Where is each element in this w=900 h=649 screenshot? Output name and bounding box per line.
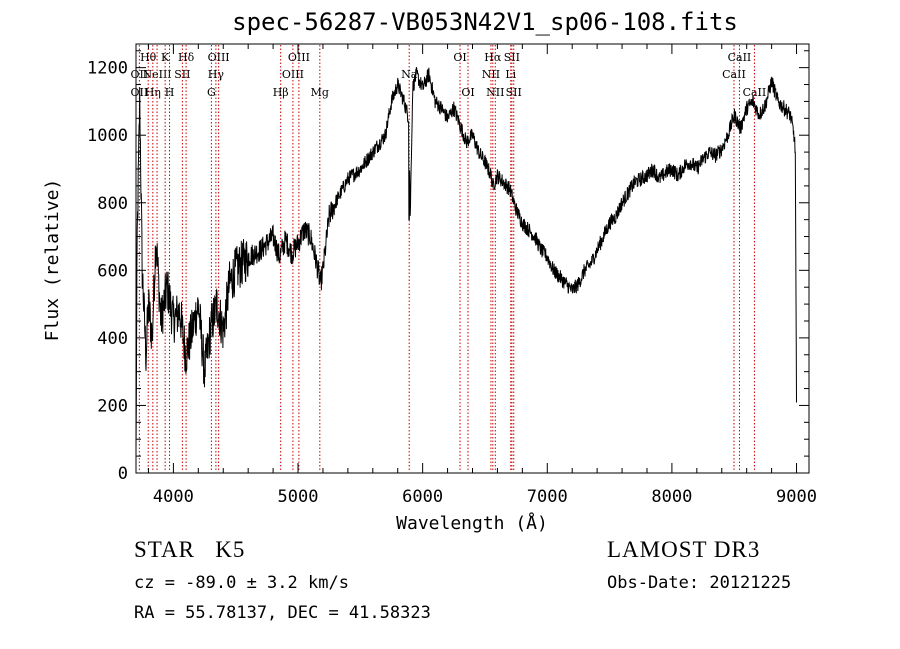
x-tick-label: 8000 xyxy=(651,487,692,507)
line-marker-label: Hη xyxy=(145,86,161,99)
line-marker-label: Hδ xyxy=(178,51,195,64)
line-marker-label: H xyxy=(165,86,175,99)
line-marker-label: NII xyxy=(486,86,504,99)
line-marker-label: NeIII xyxy=(142,68,171,81)
plot-frame xyxy=(135,43,810,474)
line-marker-label: OIII xyxy=(288,51,310,64)
x-tick-label: 7000 xyxy=(527,487,568,507)
line-marker-label: Li xyxy=(505,68,516,81)
line-marker-label: Hβ xyxy=(273,86,289,99)
line-marker-label: SII xyxy=(504,51,520,64)
observation-date: Obs-Date: 20121225 xyxy=(607,573,792,593)
line-marker-label: OI xyxy=(453,51,466,64)
y-axis-label: Flux (relative) xyxy=(42,179,63,342)
line-marker-label: K xyxy=(161,51,170,64)
y-tick-label: 200 xyxy=(97,396,128,416)
line-marker-label: Hγ xyxy=(208,68,225,81)
x-tick-label: 4000 xyxy=(153,487,194,507)
flux-line xyxy=(135,67,797,449)
tick-labels: 4000 5000 6000 7000 8000 9000 0 200 400 600 800 100… xyxy=(87,59,817,507)
y-tick-label: 1000 xyxy=(87,126,128,146)
x-tick-label: 9000 xyxy=(776,487,817,507)
redshift-velocity: cz = -89.0 ± 3.2 km/s xyxy=(134,573,349,593)
chart-title: spec-56287-VB053N42V1_sp06-108.fits xyxy=(232,8,738,36)
line-marker-label: SII xyxy=(506,86,522,99)
line-marker-label: Hθ xyxy=(140,51,157,64)
line-marker-label: NII xyxy=(482,68,500,81)
x-tick-label: 5000 xyxy=(278,487,319,507)
line-marker-label: CaII xyxy=(722,68,746,81)
y-tick-label: 600 xyxy=(97,261,128,281)
flux-series xyxy=(135,67,797,449)
line-marker-label: G xyxy=(207,86,216,99)
y-tick-label: 800 xyxy=(97,194,128,214)
line-marker-label: CaII xyxy=(728,51,752,64)
line-marker-label: OI xyxy=(461,86,474,99)
line-marker-label: OII xyxy=(131,68,149,81)
x-tick-label: 6000 xyxy=(402,487,443,507)
line-marker-label: SII xyxy=(174,68,190,81)
object-class: STAR xyxy=(134,537,195,562)
y-tick-label: 1200 xyxy=(87,59,128,79)
line-marker-label: OIII xyxy=(282,68,304,81)
coordinates: RA = 55.78137, DEC = 41.58323 xyxy=(134,603,431,623)
line-marker-label: Hα xyxy=(484,51,502,64)
line-marker-label: CaII xyxy=(743,86,767,99)
line-markers: OIIOIIHθHηNeIIIKHSIIHδGHγOIIIHβOIIIOIIIM… xyxy=(131,45,767,472)
y-tick-label: 400 xyxy=(97,329,128,349)
line-marker-label: Mg xyxy=(311,86,329,99)
survey-name: LAMOST DR3 xyxy=(607,537,761,562)
x-axis-label: Wavelength (Å) xyxy=(396,512,548,534)
y-tick-label: 0 xyxy=(118,464,128,484)
line-marker-label: OIII xyxy=(208,51,230,64)
line-marker-label: Na xyxy=(401,68,418,81)
object-type: STAR K5 xyxy=(134,537,245,563)
object-subclass: K5 xyxy=(215,537,246,562)
